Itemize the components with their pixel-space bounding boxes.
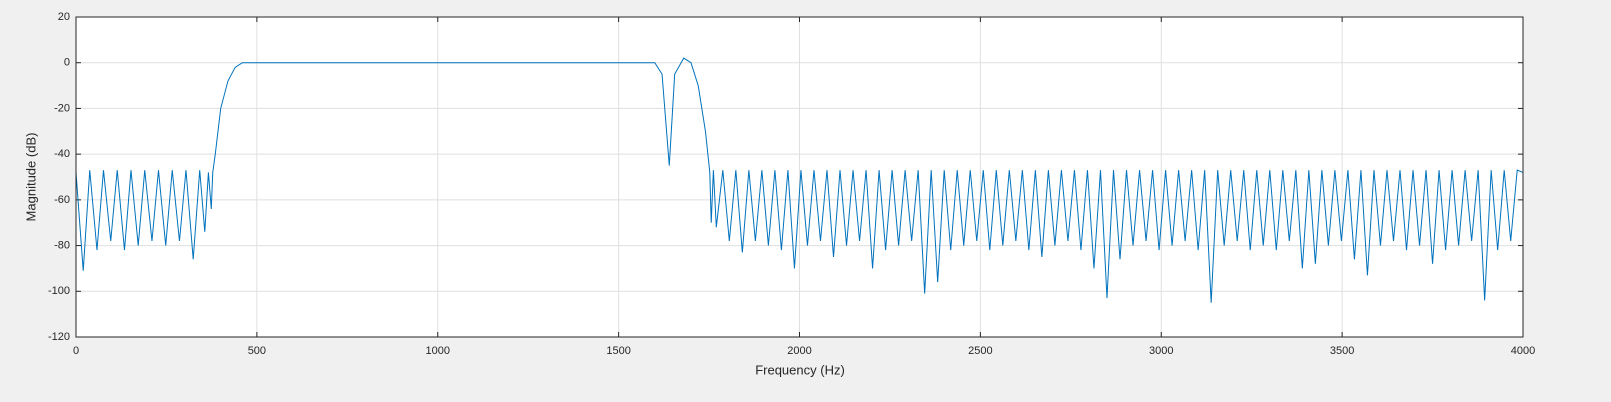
x-axis-label: Frequency (Hz) bbox=[755, 362, 845, 377]
y-tick-label: -40 bbox=[54, 148, 70, 160]
y-tick-label: 20 bbox=[58, 11, 70, 23]
y-tick-label: -80 bbox=[54, 239, 70, 251]
y-tick-label: -100 bbox=[48, 285, 70, 297]
y-axis-label: Magnitude (dB) bbox=[23, 133, 38, 222]
y-tick-label: -120 bbox=[48, 331, 70, 343]
y-tick-label: -60 bbox=[54, 194, 70, 206]
x-tick-label: 3000 bbox=[1149, 345, 1173, 357]
y-tick-label: 0 bbox=[64, 57, 70, 69]
x-tick-label: 0 bbox=[73, 345, 79, 357]
x-tick-label: 2500 bbox=[968, 345, 992, 357]
x-tick-label: 3500 bbox=[1330, 345, 1354, 357]
axes-box bbox=[75, 16, 1524, 338]
x-tick-label: 2000 bbox=[787, 345, 811, 357]
x-tick-label: 500 bbox=[248, 345, 266, 357]
x-tick-label: 1500 bbox=[606, 345, 630, 357]
y-tick-label: -20 bbox=[54, 102, 70, 114]
magnitude-line bbox=[75, 57, 1524, 303]
x-tick-label: 1000 bbox=[426, 345, 450, 357]
x-tick-label: 4000 bbox=[1511, 345, 1535, 357]
